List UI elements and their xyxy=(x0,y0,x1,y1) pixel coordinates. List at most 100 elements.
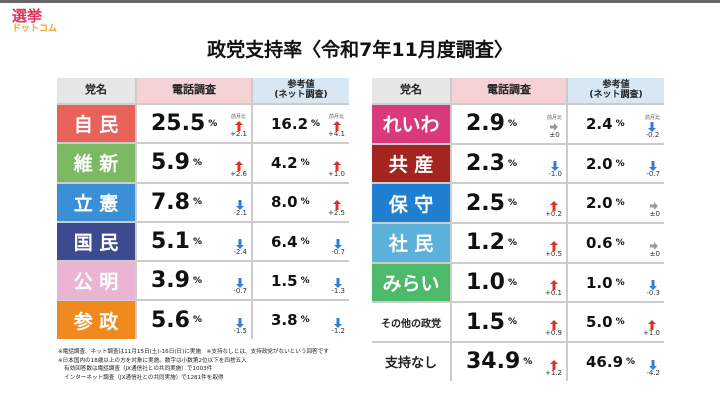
value: 5.0 xyxy=(586,313,613,332)
change-arrow xyxy=(647,320,656,331)
change-value: -0.7 xyxy=(233,287,247,296)
table: 党名 電話調査 参考値 (ネット調査) れいわ 2.9% 前月比 ±0 2.4% 前月比 -0.2 共… xyxy=(372,78,664,381)
party-name: 参 政 xyxy=(57,301,135,339)
logo-sub: ドットコム xyxy=(12,24,58,34)
net-cell: 8.0% +2.5 xyxy=(253,183,349,221)
change: -0.7 xyxy=(646,161,660,178)
change-arrow xyxy=(236,317,245,328)
note-line: ※日本国内の18歳以上の方を対象に実施。数字は小数第2位以下を四捨五入 xyxy=(58,357,247,364)
unit: % xyxy=(300,236,310,247)
phone-cell: 1.2% +0.5 xyxy=(452,224,566,262)
party-name: 保 守 xyxy=(372,184,450,223)
title: 政党支持率〈令和7年11月度調査〉 xyxy=(207,39,513,61)
column-header: 党名 xyxy=(372,78,450,103)
header-text: 参考値 xyxy=(602,79,630,90)
change: -1.0 xyxy=(548,161,562,178)
header-text: 参考値 xyxy=(287,79,315,90)
header-text: 電話調査 xyxy=(172,83,216,97)
change-arrow xyxy=(332,121,341,132)
change-value: -1.0 xyxy=(548,170,562,179)
header-text: 党名 xyxy=(400,83,422,97)
party-name: その他の政党 xyxy=(372,303,450,342)
change-arrow xyxy=(650,241,659,250)
change-arrow xyxy=(332,160,341,171)
value: 4.2 xyxy=(271,153,298,172)
value: 34.9 xyxy=(466,349,521,375)
party-name: 支持なし xyxy=(372,343,450,381)
phone-cell: 2.5% +0.2 xyxy=(452,184,566,223)
column-header: 参考値 (ネット調査) xyxy=(568,78,664,103)
change-value: -1.5 xyxy=(233,326,247,335)
change: -0.7 xyxy=(233,278,247,295)
change-arrow xyxy=(234,160,243,171)
change-value: +4.1 xyxy=(328,130,345,139)
value: 2.5 xyxy=(466,190,505,216)
party-name: 公 明 xyxy=(57,262,135,300)
unit: % xyxy=(615,158,625,169)
change-arrow xyxy=(236,239,245,250)
unit: % xyxy=(507,277,518,288)
column-header: 電話調査 xyxy=(137,78,251,103)
change-value: -0.7 xyxy=(646,170,660,179)
change: 前月比 +4.1 xyxy=(328,115,345,138)
change: 前月比 -0.2 xyxy=(644,114,660,139)
change: -0.7 xyxy=(331,239,345,256)
phone-cell: 1.5% +0.9 xyxy=(452,303,566,342)
value: 7.8 xyxy=(151,189,190,215)
change-value: -0.3 xyxy=(646,289,660,298)
change-arrow xyxy=(551,161,560,172)
change-arrow xyxy=(549,122,558,131)
phone-cell: 2.9% 前月比 ±0 xyxy=(452,105,566,143)
change-arrow xyxy=(649,359,658,370)
change-value: ±0 xyxy=(649,249,660,258)
unit: % xyxy=(626,356,636,367)
table: 党名 電話調査 参考値 (ネット調査) 自 民 25.5% 前月比 +2.1 16.2% 前月比 +… xyxy=(57,78,349,339)
phone-cell: 2.3% -1.0 xyxy=(452,144,566,183)
net-cell: 1.5% -1.3 xyxy=(253,262,349,300)
change-arrow xyxy=(549,280,558,291)
unit: % xyxy=(615,198,625,209)
change-label: 前月比 xyxy=(546,114,562,121)
net-cell: 3.8% -1.2 xyxy=(253,301,349,339)
change: +1.2 xyxy=(545,359,562,377)
party-name: みらい xyxy=(372,263,450,302)
unit: % xyxy=(615,118,625,129)
party-name: 社 民 xyxy=(372,224,450,262)
change-value: +1.2 xyxy=(545,368,562,377)
change-value: +1.0 xyxy=(643,329,660,338)
phone-cell: 34.9% +1.2 xyxy=(452,343,566,381)
logo-main: 選挙 xyxy=(12,7,43,25)
change: ±0 xyxy=(650,241,660,258)
change-arrow xyxy=(234,121,243,132)
change-value: -0.2 xyxy=(645,130,660,139)
change-value: -4.2 xyxy=(646,368,660,377)
value: 6.4 xyxy=(271,232,298,251)
net-cell: 2.4% 前月比 -0.2 xyxy=(568,105,664,143)
change-arrow xyxy=(650,202,659,211)
change: -1.2 xyxy=(331,317,345,335)
phone-cell: 5.6% -1.5 xyxy=(137,301,251,339)
unit: % xyxy=(507,237,518,248)
unit: % xyxy=(311,118,321,129)
party-name: 自 民 xyxy=(57,105,135,143)
header-text: (ネット調査) xyxy=(274,89,328,100)
change-arrow xyxy=(549,201,558,212)
unit: % xyxy=(507,158,518,169)
value: 1.5 xyxy=(466,309,505,335)
change-label: 前月比 xyxy=(644,114,660,121)
unit: % xyxy=(523,356,533,367)
party-name: れいわ xyxy=(372,105,450,143)
change-value: -1.2 xyxy=(331,326,345,335)
change-label: 前月比 xyxy=(230,114,246,121)
change-arrow xyxy=(549,320,558,331)
change-value: ±0 xyxy=(549,130,560,139)
change: -1.3 xyxy=(331,278,345,295)
column-header: 電話調査 xyxy=(452,78,566,103)
net-cell: 5.0% +1.0 xyxy=(568,303,664,342)
unit: % xyxy=(192,236,203,247)
change: -1.5 xyxy=(233,317,247,335)
phone-cell: 3.9% -0.7 xyxy=(137,262,251,300)
change-arrow xyxy=(334,317,343,328)
unit: % xyxy=(300,197,310,208)
net-cell: 2.0% -0.7 xyxy=(568,144,664,183)
